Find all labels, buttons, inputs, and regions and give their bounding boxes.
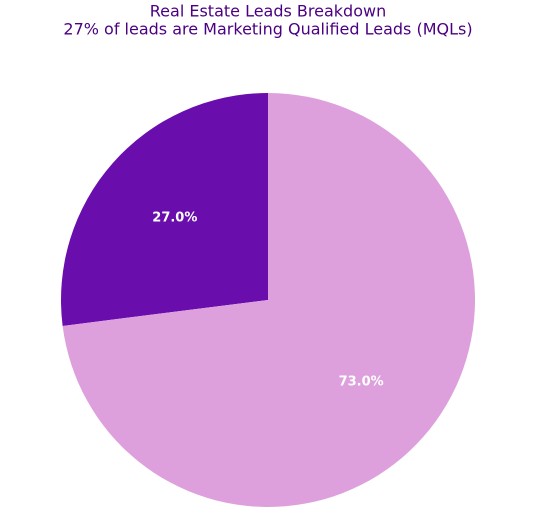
slice-value-label: 27.0%: [152, 210, 197, 225]
chart-subtitle: 27% of leads are Marketing Qualified Lea…: [63, 20, 472, 39]
chart-title: Real Estate Leads Breakdown: [150, 2, 386, 21]
pie-slice: [62, 93, 475, 507]
pie-slice: [60, 93, 268, 326]
slice-value-label: 73.0%: [339, 375, 384, 390]
